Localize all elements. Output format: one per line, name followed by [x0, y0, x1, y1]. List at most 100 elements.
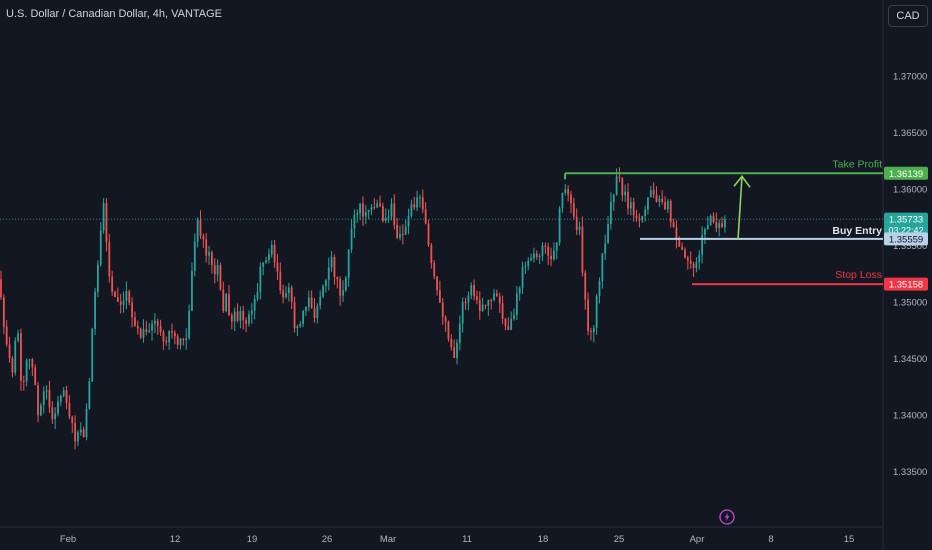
candle-body [595, 295, 598, 329]
candle-body [399, 233, 401, 238]
candle [373, 198, 376, 210]
candle-body [319, 296, 322, 306]
candle [396, 218, 399, 240]
candle-body [672, 222, 675, 228]
candle-body [419, 197, 421, 199]
candle-body [22, 380, 25, 382]
candle [382, 202, 384, 223]
candle [493, 288, 495, 302]
candle-body [658, 198, 661, 202]
candle [296, 324, 299, 336]
candle-body [618, 176, 621, 178]
price-axis[interactable]: 1.37000 1.36500 1.36000 1.35500 1.35000 1.345… [893, 72, 927, 479]
candle [65, 385, 68, 410]
candle-body [478, 299, 481, 311]
candle-body [527, 260, 530, 266]
candle-body [550, 255, 552, 260]
time-tick-label: 15 [844, 534, 855, 545]
candle [216, 259, 219, 282]
candle-body [71, 416, 74, 424]
candle-body [379, 203, 381, 207]
candle-body [225, 294, 228, 312]
lightning-icon[interactable] [719, 509, 735, 525]
candle-body [54, 413, 57, 420]
candle-body [521, 267, 524, 288]
candle [319, 290, 322, 310]
candle-body [373, 207, 376, 209]
candle-body [453, 347, 456, 359]
candle-body [42, 391, 45, 406]
candle [510, 311, 513, 331]
candle-body [590, 331, 592, 333]
candle [515, 286, 518, 321]
candle-body [561, 192, 564, 209]
candle [219, 262, 222, 291]
candle [470, 282, 473, 300]
candle-body [230, 315, 233, 322]
candle [635, 209, 638, 222]
time-tick-label: Feb [60, 534, 76, 545]
candle [456, 339, 458, 365]
candle-body [68, 403, 71, 417]
candle-body [28, 359, 31, 361]
candle [535, 250, 538, 260]
candle-body [567, 189, 570, 195]
candle [627, 183, 629, 215]
candle-body [77, 432, 79, 442]
candle [40, 402, 42, 417]
time-tick-label: 25 [614, 534, 625, 545]
price-tick-label: 1.34000 [893, 411, 927, 422]
candle [114, 290, 116, 298]
candle [530, 253, 532, 262]
candle [421, 189, 424, 214]
candle-body [339, 279, 342, 296]
candle-body [572, 203, 575, 217]
candle-body [664, 202, 666, 210]
candle [54, 407, 57, 430]
candle-body [48, 390, 51, 408]
candle [501, 295, 504, 325]
candle [669, 199, 672, 228]
candle [176, 333, 179, 350]
candle-body [547, 246, 550, 256]
candle-body [370, 207, 373, 211]
candle-body [641, 216, 644, 221]
candle-body [530, 258, 532, 261]
candle-body [20, 333, 22, 381]
candle-body [94, 291, 96, 329]
candle-body [652, 190, 655, 195]
candle [105, 198, 108, 252]
candle [287, 282, 290, 302]
candle-body [430, 245, 433, 264]
candle-body [473, 285, 475, 297]
candle [307, 290, 310, 312]
candle-body [253, 298, 256, 311]
candle-body [250, 310, 253, 315]
candle-body [199, 220, 202, 236]
candle [17, 329, 19, 343]
time-tick-label: 12 [170, 534, 181, 545]
candle-body [111, 276, 114, 292]
candle [695, 257, 698, 273]
time-axis[interactable]: Feb 12 19 26 Mar 11 18 25 Apr 8 15 [60, 534, 854, 545]
chart-title: U.S. Dollar / Canadian Dollar, 4h, VANTA… [6, 8, 223, 20]
candle-body [427, 223, 430, 246]
candle [79, 422, 82, 436]
candle [344, 275, 347, 293]
currency-button[interactable]: CAD [888, 5, 928, 27]
candle [564, 184, 567, 196]
candle-body [242, 311, 245, 321]
candle [652, 182, 655, 199]
candle [279, 262, 282, 295]
candle-body [131, 302, 133, 318]
candle [59, 394, 62, 407]
candle [555, 242, 558, 260]
candle-body [624, 191, 627, 196]
candle [342, 280, 344, 302]
candle-body [213, 265, 216, 275]
candle-body [535, 253, 538, 257]
candle [148, 323, 151, 334]
candle-body [493, 293, 495, 301]
candle-body [629, 202, 632, 209]
